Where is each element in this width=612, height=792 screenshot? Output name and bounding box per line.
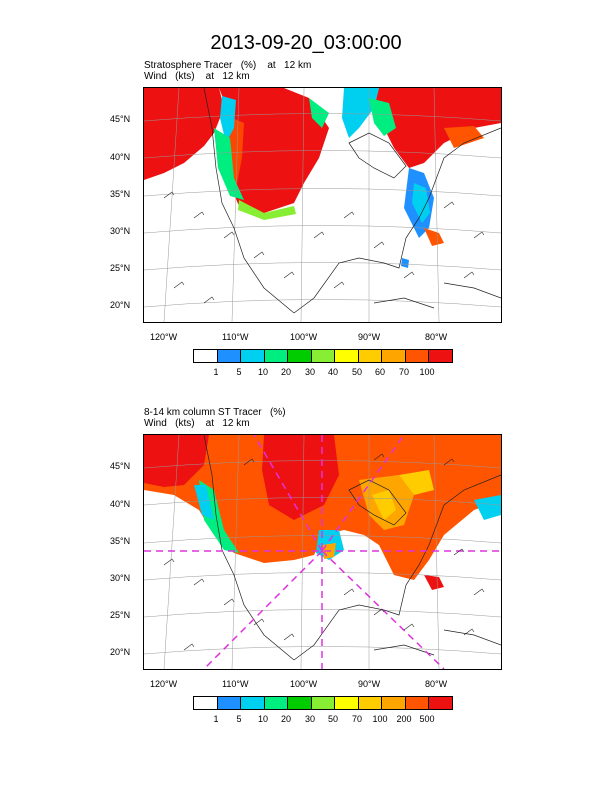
p1-cb-box-8: [382, 350, 406, 362]
panel2-subtitle-line1: 8-14 km column ST Tracer (%): [144, 407, 286, 418]
panel2-map-plot: [144, 435, 501, 669]
p1-cb-box-4: [288, 350, 312, 362]
panel2-subtitle-line2: Wind (kts) at 12 km: [144, 418, 250, 429]
main-title: 2013-09-20_03:00:00: [210, 32, 402, 54]
p1-lat-30: 30°N: [110, 226, 131, 236]
p2-cb-box-9: [405, 697, 430, 709]
panel2-colorbar: [193, 696, 453, 710]
p2-lon-80: 80°W: [425, 679, 448, 689]
p1-cb-label-9: 100: [419, 367, 435, 377]
p2-cb-box-6: [335, 697, 359, 709]
p2-cb-box-7: [358, 697, 383, 709]
p2-cb-label-7: 100: [372, 714, 388, 724]
p1-cb-label-1: 5: [236, 367, 242, 377]
p2-cb-label-1: 5: [236, 714, 242, 724]
p2-cb-box-0: [194, 697, 218, 709]
p1-lon-90: 90°W: [358, 332, 381, 342]
p1-cb-box-1: [217, 350, 242, 362]
p1-lat-40: 40°N: [110, 152, 131, 162]
p2-cb-box-4: [288, 697, 312, 709]
p1-lat-20: 20°N: [110, 300, 131, 310]
p1-cb-label-4: 30: [304, 367, 316, 377]
panel1-subtitle-line2: Wind (kts) at 12 km: [144, 71, 250, 82]
p1-lon-120: 120°W: [150, 332, 178, 342]
p2-cb-label-6: 70: [351, 714, 363, 724]
p2-cb-box-5: [311, 697, 336, 709]
p2-cb-box-1: [217, 697, 242, 709]
p2-cb-label-9: 500: [419, 714, 435, 724]
p1-cb-label-2: 10: [257, 367, 269, 377]
panel1-colorbar: [193, 349, 453, 363]
panel2-wind-barbs: [163, 453, 485, 651]
p1-cb-label-0: 1: [213, 367, 219, 377]
p1-cb-box-7: [358, 350, 383, 362]
p2-lat-40: 40°N: [110, 499, 131, 509]
p2-cb-box-10: [429, 697, 453, 709]
p2-cb-label-0: 1: [213, 714, 219, 724]
p1-cb-label-7: 60: [374, 367, 386, 377]
p1-cb-box-6: [335, 350, 359, 362]
p1-cb-label-8: 70: [398, 367, 410, 377]
p2-cb-box-2: [241, 697, 265, 709]
p2-lon-120: 120°W: [150, 679, 178, 689]
p2-cb-box-8: [382, 697, 406, 709]
p2-cb-label-3: 20: [280, 714, 292, 724]
p1-cb-box-9: [405, 350, 430, 362]
p1-cb-box-3: [264, 350, 289, 362]
p1-lon-80: 80°W: [425, 332, 448, 342]
p1-lat-45: 45°N: [110, 114, 131, 124]
p1-cb-label-5: 40: [327, 367, 339, 377]
p2-lat-30: 30°N: [110, 573, 131, 583]
panel1-coastlines: [203, 88, 501, 314]
panel2-map: [143, 434, 502, 670]
panel1-map-plot: [144, 88, 501, 322]
p2-cb-box-3: [264, 697, 289, 709]
p2-lat-25: 25°N: [110, 610, 131, 620]
p1-cb-box-2: [241, 350, 265, 362]
p1-cb-box-5: [311, 350, 336, 362]
p1-lon-110: 110°W: [222, 332, 249, 342]
p1-cb-box-10: [429, 350, 453, 362]
p1-lat-35: 35°N: [110, 189, 131, 199]
panel1-subtitle-line1: Stratosphere Tracer (%) at 12 km: [144, 60, 312, 71]
p1-lat-25: 25°N: [110, 263, 131, 273]
p2-cb-label-4: 30: [304, 714, 316, 724]
p1-cb-box-0: [194, 350, 218, 362]
p2-lat-45: 45°N: [110, 461, 131, 471]
p2-cb-label-8: 200: [396, 714, 412, 724]
p2-cb-label-2: 10: [257, 714, 269, 724]
panel1-tracer-field: [144, 88, 501, 268]
p1-lon-100: 100°W: [290, 332, 318, 342]
p2-lon-110: 110°W: [222, 679, 249, 689]
p2-lon-90: 90°W: [358, 679, 381, 689]
panel1-map: [143, 87, 502, 323]
panel1-graticule: [144, 88, 501, 322]
p1-cb-label-6: 50: [351, 367, 363, 377]
p2-lat-35: 35°N: [110, 536, 131, 546]
p2-lon-100: 100°W: [290, 679, 318, 689]
panel2-coastlines: [203, 435, 501, 661]
p2-lat-20: 20°N: [110, 647, 131, 657]
panel1-wind-barbs: [163, 191, 485, 304]
p1-cb-label-3: 20: [280, 367, 292, 377]
p2-cb-label-5: 50: [327, 714, 339, 724]
